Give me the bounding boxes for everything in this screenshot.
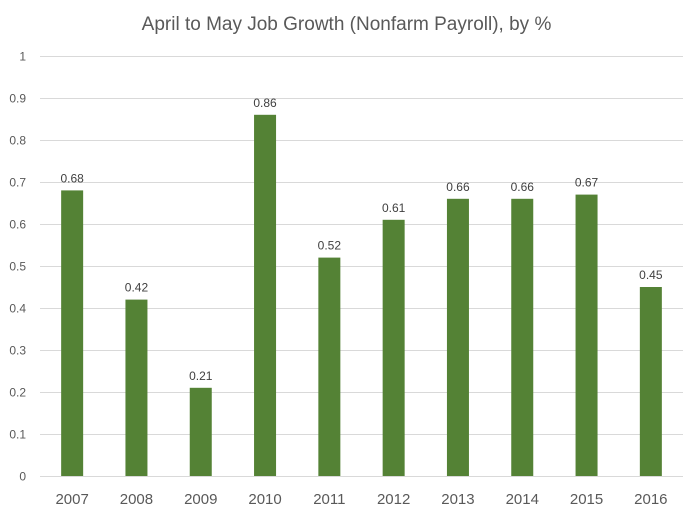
x-axis-ticks: 2007 2008 2009 2010 2011 2012 2013 2014 2015 2016 — [55, 491, 667, 508]
y-tick-label: 0.1 — [9, 428, 26, 442]
bar — [125, 299, 148, 476]
y-tick-label: 1 — [19, 50, 26, 64]
y-tick-label: 0.4 — [9, 302, 26, 316]
x-tick-label: 2010 — [248, 491, 281, 508]
data-label: 0.86 — [253, 96, 277, 110]
chart-title: April to May Job Growth (Nonfarm Payroll… — [141, 14, 552, 35]
data-label: 0.45 — [639, 268, 663, 282]
y-axis-ticks: 0 0.1 0.2 0.3 0.4 0.5 0.6 0.7 0.8 0.9 1 — [9, 50, 26, 484]
x-tick-label: 2014 — [506, 491, 539, 508]
data-label: 0.61 — [382, 201, 406, 215]
y-tick-label: 0.2 — [9, 386, 26, 400]
y-tick-label: 0.6 — [9, 218, 26, 232]
data-label: 0.66 — [446, 180, 470, 194]
data-label: 0.42 — [125, 281, 149, 295]
y-tick-label: 0.5 — [9, 260, 26, 274]
data-label: 0.67 — [575, 176, 599, 190]
bar — [318, 257, 341, 476]
x-tick-label: 2008 — [120, 491, 153, 508]
y-tick-label: 0.8 — [9, 134, 26, 148]
bar — [254, 114, 277, 477]
x-tick-label: 2016 — [634, 491, 667, 508]
data-label: 0.68 — [60, 171, 84, 185]
x-tick-label: 2013 — [441, 491, 474, 508]
y-tick-label: 0 — [19, 470, 26, 484]
y-tick-label: 0.9 — [9, 92, 26, 106]
x-tick-label: 2007 — [55, 491, 88, 508]
data-labels: 0.68 0.42 0.21 0.86 0.52 0.61 0.66 0.66 0.67 0.45 — [60, 96, 662, 383]
bar — [575, 194, 598, 476]
x-tick-label: 2015 — [570, 491, 603, 508]
bar — [511, 198, 534, 477]
y-tick-label: 0.3 — [9, 344, 26, 358]
data-label: 0.52 — [318, 239, 342, 253]
bar — [189, 387, 212, 476]
bar — [446, 198, 469, 477]
bar — [382, 219, 405, 477]
bar — [639, 287, 662, 476]
data-label: 0.66 — [511, 180, 535, 194]
bar — [61, 190, 84, 476]
x-tick-label: 2009 — [184, 491, 217, 508]
y-tick-label: 0.7 — [9, 176, 26, 190]
bars — [61, 114, 662, 477]
x-tick-label: 2011 — [313, 491, 345, 508]
data-label: 0.21 — [189, 369, 213, 383]
x-tick-label: 2012 — [377, 491, 410, 508]
